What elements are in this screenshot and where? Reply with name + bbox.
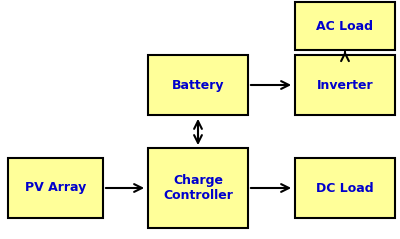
- Text: DC Load: DC Load: [316, 181, 374, 195]
- Text: Battery: Battery: [172, 78, 224, 92]
- Bar: [295, 55, 395, 115]
- Text: PV Array: PV Array: [25, 181, 86, 195]
- Bar: [295, 2, 395, 50]
- Bar: [148, 148, 248, 228]
- Bar: [148, 55, 248, 115]
- Bar: [295, 158, 395, 218]
- Bar: [8, 158, 103, 218]
- Text: Charge
Controller: Charge Controller: [163, 174, 233, 202]
- Text: AC Load: AC Load: [316, 20, 374, 33]
- Text: Inverter: Inverter: [317, 78, 373, 92]
